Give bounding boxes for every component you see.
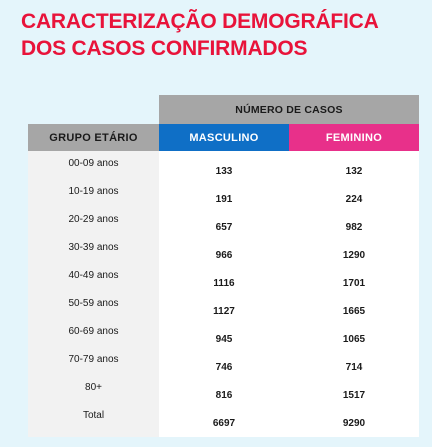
age-group-label: 40-49 anos	[68, 270, 119, 281]
feminino-value: 1065	[342, 334, 366, 345]
masculino-value: 1116	[213, 278, 235, 289]
age-group-label: 80+	[85, 382, 102, 393]
feminino-value: 1517	[342, 390, 366, 401]
age-group-label: 20-29 anos	[68, 214, 119, 225]
demographics-table: NÚMERO DE CASOS GRUPO ETÁRIO MASCULINO F…	[28, 95, 421, 437]
age-group-label: 10-19 anos	[68, 186, 119, 197]
feminino-value: 132	[345, 166, 363, 177]
age-group-label: 60-69 anos	[68, 326, 119, 337]
masculino-value: 966	[215, 250, 233, 261]
age-group-label: 70-79 anos	[68, 354, 119, 365]
page-title: CARACTERIZAÇÃO DEMOGRÁFICA DOS CASOS CON…	[21, 10, 378, 60]
masculino-value: 945	[215, 334, 233, 345]
feminino-value: 1665	[342, 306, 366, 317]
header-numero-de-casos: NÚMERO DE CASOS	[159, 95, 419, 124]
age-group-label: 00-09 anos	[68, 158, 119, 169]
feminino-value: 714	[345, 362, 363, 373]
masculino-value: 1127	[213, 306, 235, 317]
masculino-value: 657	[215, 222, 233, 233]
age-group-column: 00-09 anos 10-19 anos 20-29 anos 30-39 anos…	[28, 151, 159, 437]
age-group-label: Total	[82, 410, 105, 421]
header-masculino: MASCULINO	[159, 124, 289, 151]
masculino-value: 133	[215, 166, 233, 177]
feminino-value: 1701	[342, 278, 366, 289]
values-column: 133 132 191 224 657 982 966 1290 1116 1701 1127 166…	[159, 151, 419, 437]
feminino-value: 9290	[342, 418, 366, 429]
age-group-label: 50-59 anos	[68, 298, 119, 309]
masculino-value: 191	[215, 194, 233, 205]
age-group-label: 30-39 anos	[68, 242, 119, 253]
masculino-value: 6697	[212, 418, 236, 429]
header-grupo-etario: GRUPO ETÁRIO	[28, 124, 159, 151]
feminino-value: 1290	[342, 250, 366, 261]
masculino-value: 746	[215, 362, 233, 373]
feminino-value: 224	[345, 194, 363, 205]
masculino-value: 816	[215, 390, 233, 401]
header-feminino: FEMININO	[289, 124, 419, 151]
feminino-value: 982	[345, 222, 363, 233]
